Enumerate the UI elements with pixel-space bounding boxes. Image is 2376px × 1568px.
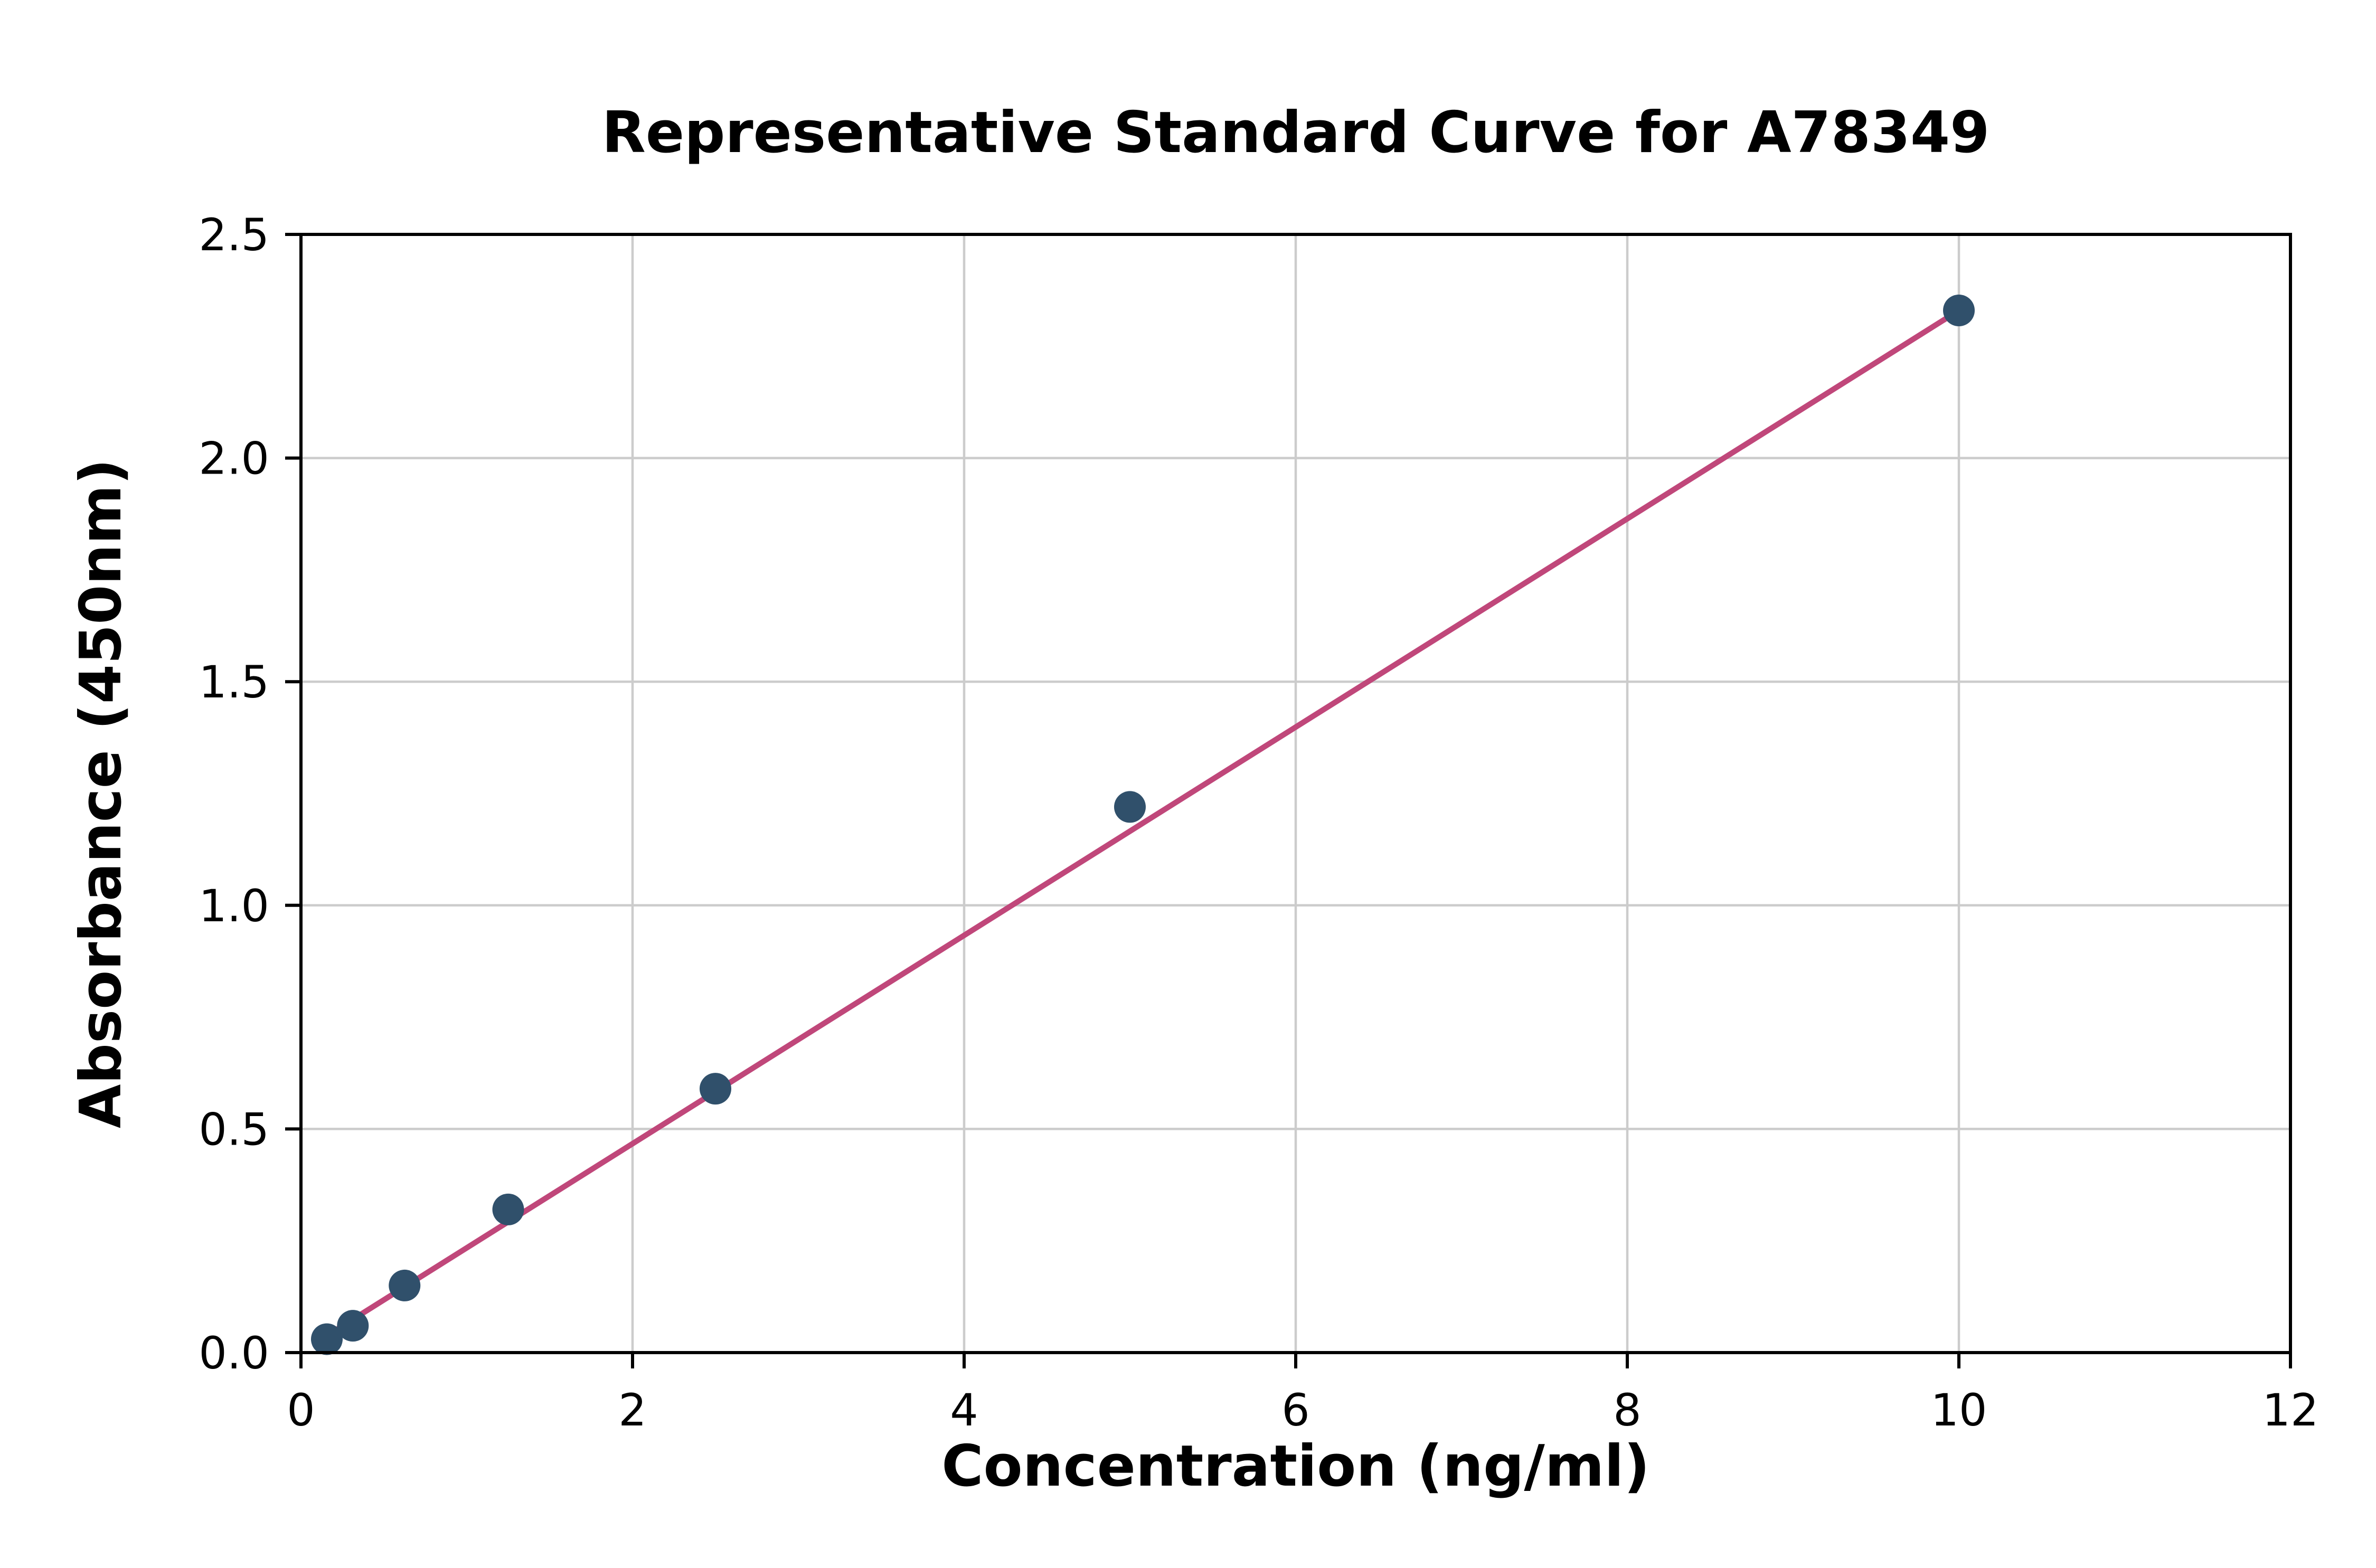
x-tick-label: 2 [618, 1384, 646, 1436]
data-point [1943, 295, 1975, 327]
x-tick-label: 0 [287, 1384, 315, 1436]
x-axis-label: Concentration (ng/ml) [941, 1433, 1650, 1499]
data-points-group [310, 295, 1975, 1355]
data-point [337, 1310, 369, 1342]
x-tick-label: 4 [950, 1384, 978, 1436]
trend-line [313, 308, 1960, 1346]
x-tick-labels: 0 2 4 6 8 10 12 [287, 1384, 2318, 1436]
data-point [1114, 791, 1146, 823]
chart-title: Representative Standard Curve for A78349 [602, 100, 1990, 166]
y-tick-label: 2.5 [199, 209, 269, 261]
y-tick-label: 2.0 [199, 433, 269, 485]
data-point [700, 1073, 731, 1105]
x-tick-label: 12 [2262, 1384, 2319, 1436]
x-tick-label: 10 [1931, 1384, 1987, 1436]
y-tick-label: 0.0 [199, 1327, 269, 1379]
data-point [310, 1323, 343, 1355]
x-tick-label: 8 [1613, 1384, 1641, 1436]
y-axis-label: Absorbance (450nm) [68, 459, 134, 1128]
axis-ticks [285, 233, 2292, 1368]
data-point [389, 1269, 421, 1301]
y-tick-label: 1.0 [199, 880, 269, 932]
trend-line-group [313, 308, 1960, 1346]
gridlines [301, 234, 2290, 1353]
y-tick-labels: 0.0 0.5 1.0 1.5 2.0 2.5 [199, 209, 269, 1379]
data-point [492, 1193, 524, 1225]
x-tick-label: 6 [1281, 1384, 1309, 1436]
y-tick-label: 1.5 [199, 656, 269, 708]
y-tick-label: 0.5 [199, 1103, 269, 1155]
